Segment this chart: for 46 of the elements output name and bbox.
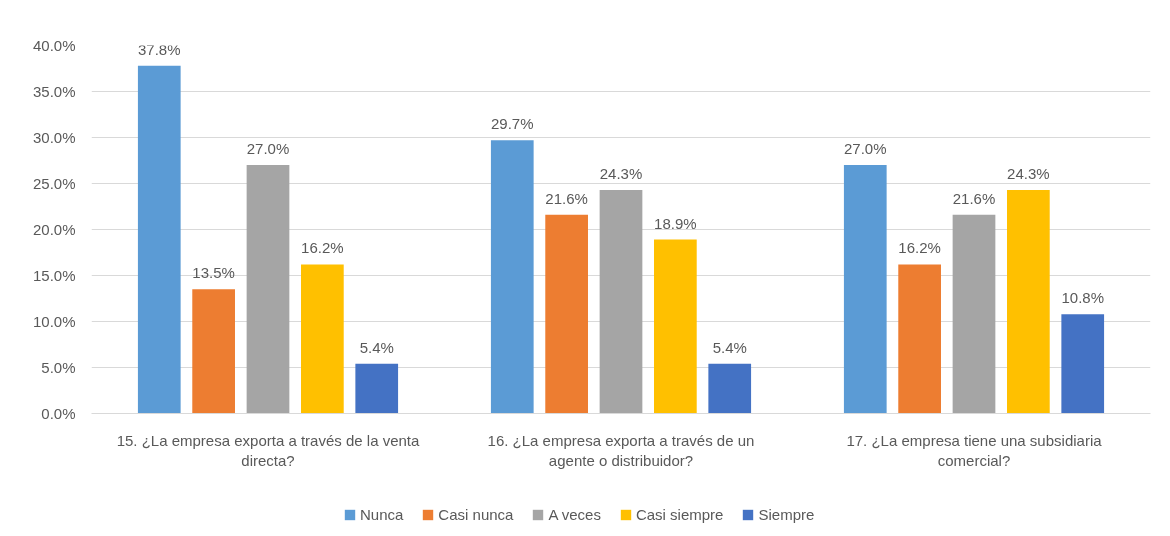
y-tick-label: 25.0% bbox=[32, 175, 76, 192]
data-label: 24.3% bbox=[599, 164, 643, 182]
data-label: 18.9% bbox=[654, 214, 697, 232]
data-label: 21.6% bbox=[545, 189, 588, 207]
x-tick-label: 16. ¿La empresa exporta a través de un agente o distribuidor? bbox=[487, 431, 755, 469]
bar bbox=[545, 214, 588, 414]
bar bbox=[355, 363, 399, 414]
y-tick-label: 30.0% bbox=[32, 129, 76, 146]
data-label: 10.8% bbox=[1061, 289, 1105, 307]
data-label: 21.6% bbox=[952, 189, 996, 207]
legend-label: Nunca bbox=[360, 506, 404, 523]
legend-label: Casi nunca bbox=[438, 506, 514, 523]
bar bbox=[301, 264, 344, 414]
bar bbox=[898, 264, 941, 414]
data-label: 27.0% bbox=[844, 140, 887, 158]
bar bbox=[137, 65, 181, 414]
legend-label: Siempre bbox=[758, 506, 815, 523]
bar bbox=[708, 363, 752, 414]
data-label: 16.2% bbox=[301, 239, 344, 257]
y-tick-label: 20.0% bbox=[32, 221, 76, 238]
bar bbox=[1061, 314, 1105, 414]
x-tick-label: 15. ¿La empresa exporta a través de la venta directa? bbox=[116, 431, 420, 469]
y-tick-label: 15.0% bbox=[32, 267, 76, 284]
x-tick-label: 17. ¿La empresa tiene una subsidiaria comercial? bbox=[846, 431, 1103, 469]
y-tick-label: 5.0% bbox=[41, 359, 76, 376]
y-tick-label: 0.0% bbox=[41, 405, 76, 422]
data-label: 29.7% bbox=[491, 115, 534, 133]
data-label: 16.2% bbox=[898, 239, 941, 257]
bar bbox=[192, 289, 235, 414]
legend-label: A veces bbox=[548, 506, 601, 523]
bar bbox=[246, 165, 290, 414]
data-label: 27.0% bbox=[246, 140, 290, 158]
y-tick-label: 40.0% bbox=[32, 37, 76, 54]
bar bbox=[952, 214, 996, 414]
y-tick-label: 10.0% bbox=[32, 313, 76, 330]
bar bbox=[490, 140, 534, 414]
data-label: 5.4% bbox=[712, 338, 747, 356]
data-label: 24.3% bbox=[1007, 164, 1050, 182]
bar bbox=[843, 165, 887, 414]
bar bbox=[1007, 189, 1050, 414]
data-label: 5.4% bbox=[359, 338, 394, 356]
bar bbox=[654, 239, 697, 414]
data-label: 13.5% bbox=[192, 264, 235, 282]
bar bbox=[599, 189, 643, 414]
y-tick-label: 35.0% bbox=[32, 83, 76, 100]
legend-label: Casi siempre bbox=[635, 506, 724, 523]
